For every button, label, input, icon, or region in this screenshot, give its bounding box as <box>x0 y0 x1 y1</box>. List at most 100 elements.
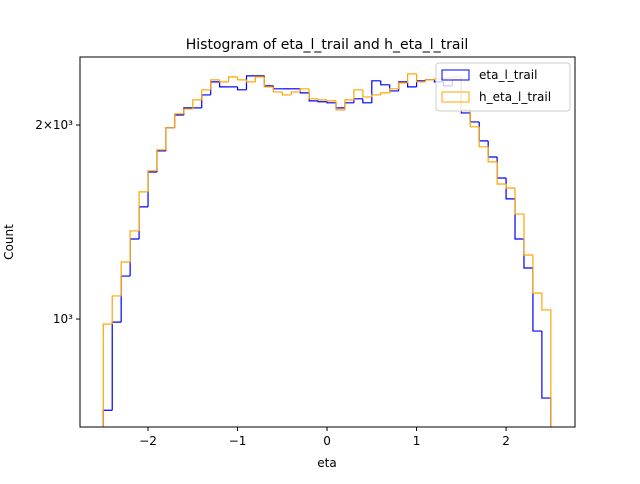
histogram-step <box>541 293 552 427</box>
histogram-step <box>487 140 498 158</box>
histogram-step <box>102 409 113 427</box>
histogram-step <box>380 80 390 86</box>
histogram-step <box>407 73 417 83</box>
histogram-step <box>272 86 283 93</box>
histogram-step <box>335 100 345 111</box>
histogram-step <box>147 171 157 207</box>
histogram-step <box>353 98 363 103</box>
legend-label: eta_l_trail <box>479 68 537 82</box>
axes-frame <box>79 56 576 428</box>
histogram-step <box>407 81 417 88</box>
x-tick-label: 1 <box>413 434 421 448</box>
histogram-step <box>219 79 229 83</box>
histogram-step <box>478 121 489 142</box>
histogram-step <box>219 81 229 88</box>
histogram-step <box>102 323 113 427</box>
histogram-step <box>245 79 256 83</box>
histogram-step <box>210 79 220 90</box>
chart-title: Histogram of eta_l_trail and h_eta_l_tra… <box>186 37 468 53</box>
histogram-step <box>514 187 524 215</box>
histogram-step <box>344 99 354 110</box>
histogram-step <box>174 114 184 128</box>
histogram-step <box>380 92 390 95</box>
y-axis-label: Count <box>2 224 16 260</box>
histogram-step <box>523 239 533 269</box>
histogram-step <box>129 238 140 277</box>
histogram-step <box>192 99 202 109</box>
histogram-step <box>362 98 372 104</box>
histogram-step <box>201 89 211 100</box>
histogram-step <box>523 214 533 256</box>
legend: eta_l_trail h_eta_l_trail <box>435 62 571 112</box>
y-tick-label: 2×10³ <box>35 118 73 132</box>
histogram-step <box>371 94 381 97</box>
histogram-step <box>496 157 507 179</box>
histogram-step <box>371 80 381 103</box>
histogram-step <box>505 183 516 189</box>
histogram-step <box>290 91 301 95</box>
histogram-step <box>138 206 149 240</box>
histogram-step <box>120 261 131 296</box>
histogram-step <box>210 81 220 95</box>
histogram-step <box>478 126 489 148</box>
histogram-step <box>299 88 310 92</box>
histogram-step <box>317 98 328 101</box>
histogram-step <box>317 100 328 103</box>
histogram-step <box>165 127 175 150</box>
x-tick-label: 2 <box>502 434 510 448</box>
histogram-step <box>389 88 399 93</box>
histogram-step <box>532 255 542 294</box>
histogram-step <box>272 85 283 90</box>
legend-swatch <box>441 91 470 103</box>
histogram-step <box>138 191 149 231</box>
histogram-step <box>129 230 140 263</box>
histogram-step <box>111 321 122 411</box>
histogram-step <box>245 75 256 90</box>
histogram-step <box>415 73 426 83</box>
histogram-step <box>156 150 166 172</box>
histogram-step <box>156 149 166 171</box>
histogram-step <box>308 88 319 100</box>
x-tick-label: −1 <box>229 434 247 448</box>
histogram-step <box>469 112 480 123</box>
histogram-step <box>469 109 480 128</box>
histogram-step <box>174 113 184 128</box>
plot-area <box>102 73 552 427</box>
legend-label: h_eta_l_trail <box>479 90 551 104</box>
histogram-step <box>496 161 507 185</box>
histogram-step <box>514 198 524 240</box>
histogram-step <box>281 91 292 96</box>
histogram-step <box>299 88 310 94</box>
histogram-step <box>111 295 122 325</box>
histogram-step <box>424 79 435 82</box>
y-tick-label: 10³ <box>53 312 73 326</box>
histogram-step <box>254 76 265 82</box>
histogram-step <box>487 146 498 163</box>
histogram-step <box>335 102 345 109</box>
histogram-step <box>398 82 408 89</box>
histogram-step <box>362 89 372 98</box>
histogram-step <box>532 268 542 332</box>
x-tick-label: −2 <box>139 434 157 448</box>
histogram-step <box>326 101 337 104</box>
histogram-step <box>236 86 247 91</box>
histogram-step <box>165 127 175 151</box>
histogram-step <box>227 76 238 82</box>
histogram-step <box>389 84 399 92</box>
x-tick-label: 0 <box>323 434 331 448</box>
histogram-step <box>353 89 363 100</box>
histogram-step <box>541 331 552 427</box>
histogram-step <box>201 94 211 108</box>
histogram-step <box>183 108 193 114</box>
histogram-step <box>308 92 319 102</box>
histogram-step <box>236 76 247 81</box>
histogram-step <box>263 76 274 88</box>
histogram-step <box>263 75 274 87</box>
legend-swatch <box>441 69 470 81</box>
histogram-step <box>120 275 131 323</box>
histogram-step <box>147 170 157 192</box>
histogram-step <box>344 102 354 108</box>
x-axis-label: eta <box>317 456 336 470</box>
histogram-step <box>326 99 337 102</box>
